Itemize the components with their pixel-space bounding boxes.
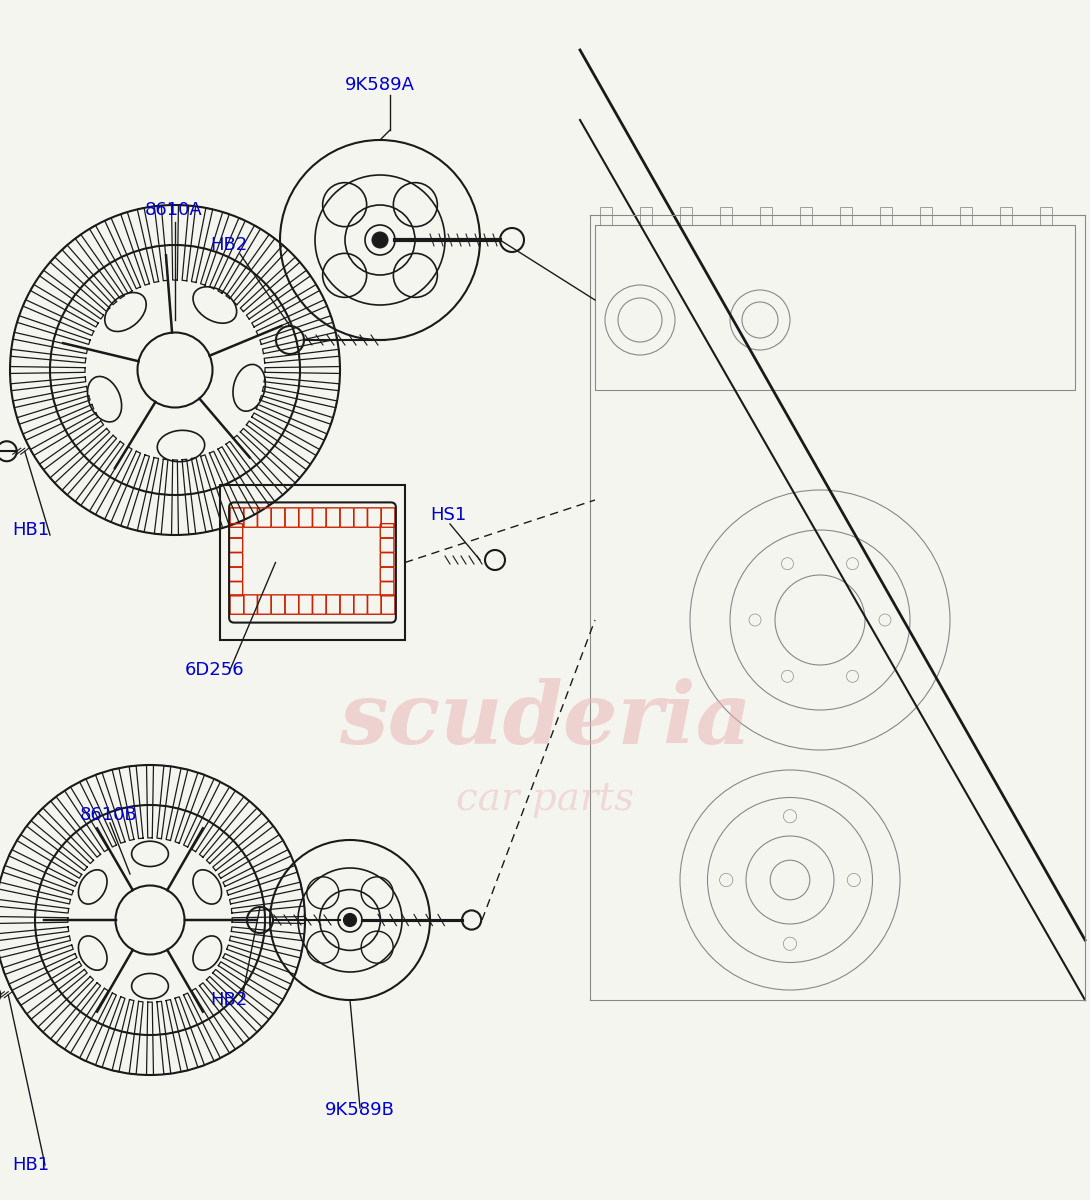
Bar [720,206,732,226]
Bar [760,206,772,226]
Bar [800,206,812,226]
Circle shape [372,232,388,248]
Text: HB1: HB1 [12,521,49,539]
Text: 8610A: 8610A [145,200,203,218]
Bar [680,206,692,226]
Text: HB2: HB2 [210,991,247,1009]
Bar [960,206,972,226]
Bar [1000,206,1012,226]
Bar [920,206,932,226]
Bar [600,206,611,226]
Text: 9K589A: 9K589A [346,76,415,94]
Bar [1040,206,1052,226]
Circle shape [343,913,356,926]
Bar [840,206,852,226]
Text: HB2: HB2 [210,236,247,254]
Text: scuderia: scuderia [339,678,751,762]
Bar [640,206,652,226]
Bar [595,226,1075,390]
Text: 9K589B: 9K589B [325,1102,395,1118]
Text: HS1: HS1 [429,506,467,524]
Bar [880,206,892,226]
Text: 6D256: 6D256 [185,661,244,679]
Text: car parts: car parts [456,781,634,818]
Text: 8610B: 8610B [80,806,137,824]
Bar [220,485,405,640]
Text: HB1: HB1 [12,1156,49,1174]
